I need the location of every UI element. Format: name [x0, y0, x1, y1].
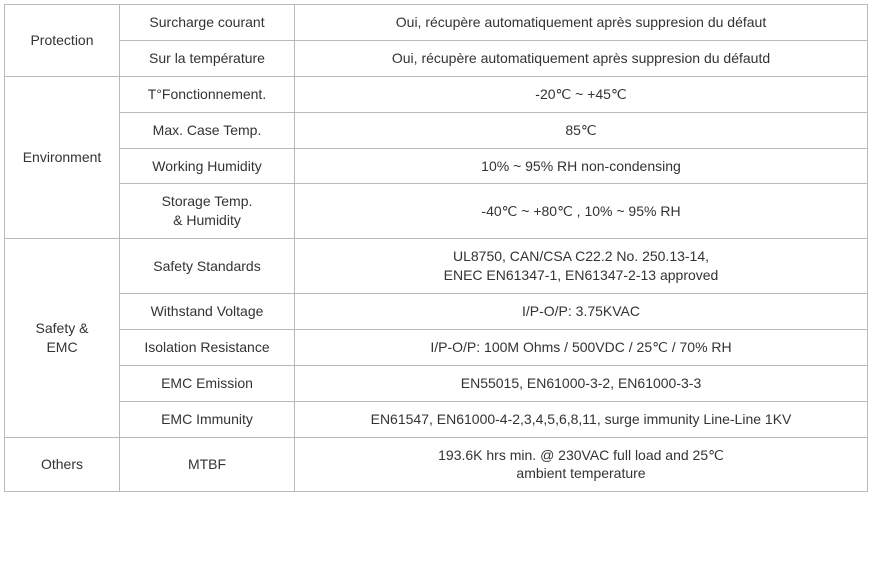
- table-row: Max. Case Temp. 85℃: [5, 112, 868, 148]
- label-cell: MTBF: [120, 437, 295, 492]
- label-cell: T°Fonctionnement.: [120, 76, 295, 112]
- table-row: Environment T°Fonctionnement. -20℃ ~ +45…: [5, 76, 868, 112]
- value-cell: UL8750, CAN/CSA C22.2 No. 250.13-14,ENEC…: [295, 239, 868, 294]
- value-cell: -40℃ ~ +80℃ , 10% ~ 95% RH: [295, 184, 868, 239]
- label-cell: Safety Standards: [120, 239, 295, 294]
- value-cell: -20℃ ~ +45℃: [295, 76, 868, 112]
- table-row: Others MTBF 193.6K hrs min. @ 230VAC ful…: [5, 437, 868, 492]
- label-cell: Withstand Voltage: [120, 294, 295, 330]
- value-cell: I/P-O/P: 100M Ohms / 500VDC / 25℃ / 70% …: [295, 329, 868, 365]
- table-row: Sur la température Oui, récupère automat…: [5, 40, 868, 76]
- spec-table: Protection Surcharge courant Oui, récupè…: [4, 4, 868, 492]
- table-row: Storage Temp.& Humidity -40℃ ~ +80℃ , 10…: [5, 184, 868, 239]
- spec-table-body: Protection Surcharge courant Oui, récupè…: [5, 5, 868, 492]
- table-row: Withstand Voltage I/P-O/P: 3.75KVAC: [5, 294, 868, 330]
- value-cell: Oui, récupère automatiquement après supp…: [295, 5, 868, 41]
- category-cell: Environment: [5, 76, 120, 238]
- label-cell: EMC Immunity: [120, 401, 295, 437]
- label-cell: Storage Temp.& Humidity: [120, 184, 295, 239]
- table-row: Isolation Resistance I/P-O/P: 100M Ohms …: [5, 329, 868, 365]
- value-cell: I/P-O/P: 3.75KVAC: [295, 294, 868, 330]
- table-row: Safety &EMC Safety Standards UL8750, CAN…: [5, 239, 868, 294]
- label-cell: Surcharge courant: [120, 5, 295, 41]
- label-cell: Isolation Resistance: [120, 329, 295, 365]
- label-cell: Working Humidity: [120, 148, 295, 184]
- table-row: Protection Surcharge courant Oui, récupè…: [5, 5, 868, 41]
- category-cell: Protection: [5, 5, 120, 77]
- table-row: EMC Emission EN55015, EN61000-3-2, EN610…: [5, 365, 868, 401]
- table-row: EMC Immunity EN61547, EN61000-4-2,3,4,5,…: [5, 401, 868, 437]
- value-cell: 85℃: [295, 112, 868, 148]
- label-cell: Max. Case Temp.: [120, 112, 295, 148]
- label-cell: Sur la température: [120, 40, 295, 76]
- category-cell: Safety &EMC: [5, 239, 120, 437]
- value-cell: 193.6K hrs min. @ 230VAC full load and 2…: [295, 437, 868, 492]
- label-cell: EMC Emission: [120, 365, 295, 401]
- table-row: Working Humidity 10% ~ 95% RH non-conden…: [5, 148, 868, 184]
- value-cell: EN61547, EN61000-4-2,3,4,5,6,8,11, surge…: [295, 401, 868, 437]
- value-cell: EN55015, EN61000-3-2, EN61000-3-3: [295, 365, 868, 401]
- category-cell: Others: [5, 437, 120, 492]
- value-cell: Oui, récupère automatiquement après supp…: [295, 40, 868, 76]
- value-cell: 10% ~ 95% RH non-condensing: [295, 148, 868, 184]
